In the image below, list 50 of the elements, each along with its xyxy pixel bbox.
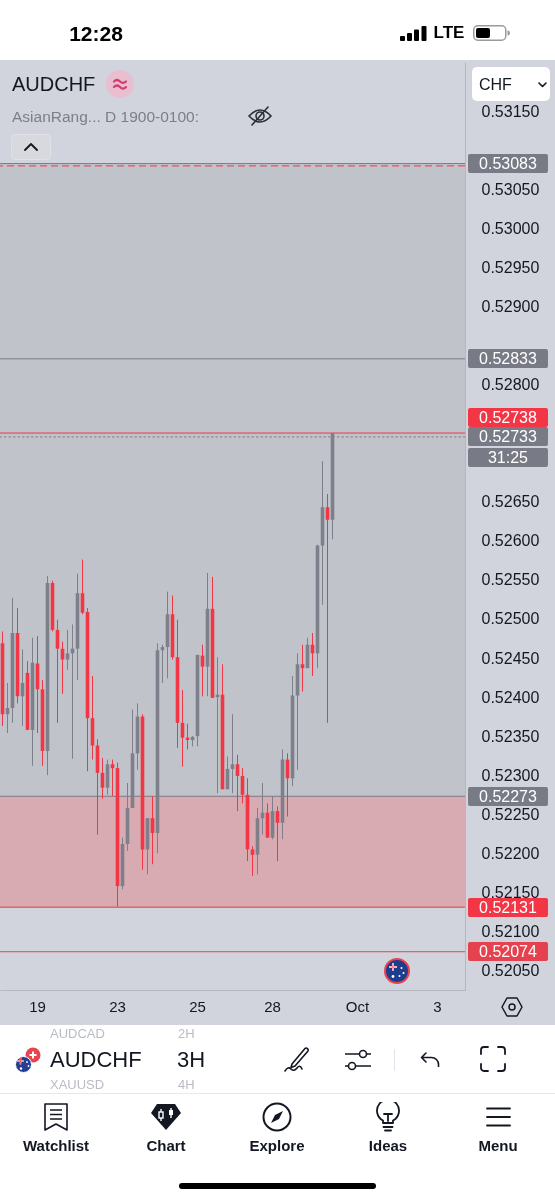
- y-tick-label: 0.52250: [481, 805, 540, 823]
- y-tick-label: 0.52550: [481, 571, 540, 589]
- text: 12:28: [69, 20, 123, 46]
- ref-line-label: 0.53083: [468, 154, 548, 174]
- y-tick-label: 0.52300: [481, 766, 540, 784]
- ref-line-label: 0.52733: [468, 427, 548, 447]
- text: AUDCHF: [12, 72, 96, 96]
- text: 3H: [177, 1047, 206, 1073]
- text: 31:25: [468, 447, 548, 467]
- x-tick-label: 19: [29, 997, 46, 1015]
- text: Menu: [478, 1137, 518, 1155]
- x-tick-label: 23: [109, 997, 126, 1015]
- annotation: AsianRang... D 1900-0100:: [12, 106, 199, 126]
- text: Explore: [249, 1137, 305, 1155]
- x-tick-label: Oct: [345, 997, 370, 1015]
- y-tick-label: 0.52950: [481, 258, 540, 276]
- y-tick-label: 0.52900: [481, 298, 540, 315]
- y-tick-label: 0.53000: [481, 219, 540, 237]
- y-tick-label: 0.52600: [481, 532, 540, 550]
- text: Chart: [146, 1137, 186, 1155]
- y-tick-label: 0.52200: [481, 844, 540, 862]
- ref-line-label: 0.52074: [468, 942, 548, 962]
- y-tick-label: 0.52500: [481, 610, 540, 628]
- x-tick-label: 28: [264, 997, 281, 1015]
- text: LTE: [433, 23, 465, 43]
- x-tick-label: 3: [433, 997, 442, 1015]
- y-tick-label: 0.52400: [481, 688, 540, 706]
- text: 4H: [178, 1077, 195, 1093]
- y-tick-label: 0.53050: [481, 180, 540, 198]
- y-tick-label: 0.52350: [481, 727, 540, 745]
- text: AUDCAD: [50, 1026, 105, 1042]
- text: Watchlist: [22, 1137, 90, 1155]
- text: Ideas: [368, 1137, 408, 1155]
- x-tick-label: 25: [189, 997, 206, 1015]
- y-tick-label: 0.52100: [481, 922, 540, 940]
- y-tick-label: 0.52450: [481, 649, 540, 667]
- ref-line-label: 0.52131: [468, 897, 548, 917]
- text: CHF: [479, 74, 512, 94]
- ref-line-label: 0.52273: [468, 786, 548, 806]
- y-tick-label: 0.52650: [481, 493, 540, 511]
- y-tick-label: 0.52800: [481, 376, 540, 394]
- text: XAUUSD: [50, 1077, 105, 1093]
- text: AUDCHF: [50, 1047, 142, 1073]
- ref-line-label: 0.52833: [468, 349, 548, 369]
- y-tick-label: 0.53150: [481, 102, 540, 120]
- candlestick: [65, 629, 70, 671]
- ref-line-label: 0.52738: [468, 408, 548, 428]
- text: 2H: [178, 1026, 195, 1042]
- candlestick: [250, 845, 255, 877]
- y-tick-label: 0.52050: [481, 961, 540, 979]
